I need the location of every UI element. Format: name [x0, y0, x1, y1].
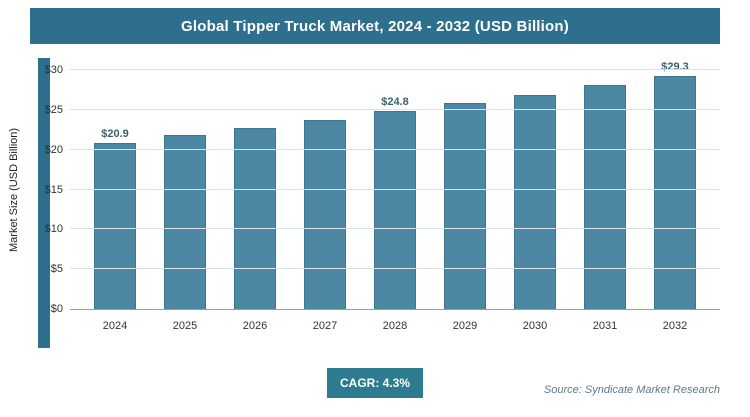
- bar-slot: [150, 70, 220, 309]
- bar-value-label: $24.8: [381, 96, 409, 109]
- bar-value-label: $20.9: [101, 127, 129, 140]
- left-accent-strip: [38, 58, 50, 348]
- bar-2027: [304, 120, 346, 309]
- x-tick-label: 2031: [592, 320, 618, 332]
- bar-slot: [500, 70, 570, 309]
- y-tick-label: $15: [44, 183, 63, 196]
- bar-2032: $29.3: [654, 61, 696, 309]
- bar-slot: $20.9: [80, 70, 150, 309]
- bar-2028: $24.8: [374, 96, 416, 309]
- x-tick-label: 2026: [242, 320, 268, 332]
- bar-2029: [444, 103, 486, 309]
- gridline: [70, 228, 720, 230]
- y-tick-label: $5: [50, 263, 63, 276]
- source-text: Source: Syndicate Market Research: [543, 384, 720, 396]
- bar-slot: $29.3: [640, 61, 710, 309]
- gridline: [70, 148, 720, 150]
- chart-title-bar: Global Tipper Truck Market, 2024 - 2032 …: [30, 8, 720, 44]
- bar-slot: [570, 70, 640, 309]
- gridline: [70, 69, 720, 70]
- bar-slot: $24.8: [360, 70, 430, 309]
- bar-2031: [584, 85, 626, 309]
- bar-value-label: $29.3: [661, 60, 689, 73]
- y-tick-label: $10: [44, 223, 63, 236]
- x-tick-label: 2030: [522, 320, 548, 332]
- bar-2025: [164, 135, 206, 309]
- x-tick-label: 2025: [172, 320, 198, 332]
- plot-area: $20.9 $24.8 $29.3 $0 $5 $10 $15 $20 $25 $30: [45, 61, 720, 315]
- x-tick-label: 2024: [102, 320, 128, 332]
- x-tick-label: 2032: [662, 320, 688, 332]
- x-tick-label: 2027: [312, 320, 338, 332]
- y-tick-label: $0: [50, 303, 63, 315]
- x-tick-label: 2028: [382, 320, 408, 332]
- bar-2030: [514, 94, 556, 309]
- bar-slot: [290, 70, 360, 309]
- gridline: [70, 268, 720, 270]
- bar-slot: [220, 70, 290, 309]
- bars-container: $20.9 $24.8 $29.3: [70, 61, 720, 309]
- y-axis-label: Market Size (USD Billion): [8, 127, 20, 253]
- bar-2026: [234, 128, 276, 309]
- y-tick-label: $30: [44, 64, 63, 76]
- y-tick-label: $20: [44, 143, 63, 156]
- chart-title: Global Tipper Truck Market, 2024 - 2032 …: [181, 17, 569, 35]
- bar-2024: $20.9: [94, 128, 136, 309]
- bar-slot: [430, 70, 500, 309]
- gridline: [70, 108, 720, 110]
- y-tick-label: $25: [44, 103, 63, 116]
- gridline: [70, 188, 720, 190]
- x-axis-tick-labels: 2024 2025 2026 2027 2028 2029 2030 2031 2032: [70, 311, 720, 341]
- x-tick-label: 2029: [452, 320, 478, 332]
- cagr-badge: CAGR: 4.3%: [326, 368, 424, 398]
